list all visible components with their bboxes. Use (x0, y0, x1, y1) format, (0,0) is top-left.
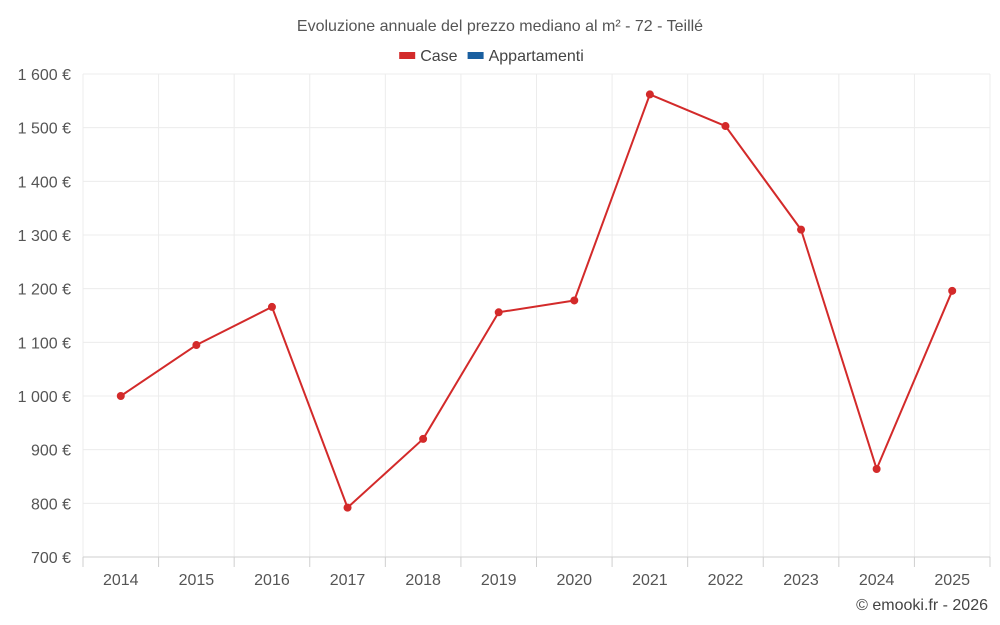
data-point[interactable] (721, 122, 730, 131)
x-tick-label: 2025 (934, 572, 970, 589)
legend: Case Appartamenti (399, 48, 584, 65)
y-tick-label: 700 € (31, 550, 71, 567)
legend-swatch (399, 52, 416, 59)
legend-label: Case (420, 48, 457, 65)
data-point[interactable] (494, 308, 503, 317)
series-layer (116, 90, 957, 512)
x-tick-label: 2016 (254, 572, 290, 589)
x-tick-label: 2024 (859, 572, 895, 589)
y-axis: 700 € 800 € 900 € 1 000 € 1 100 € 1 200 € 1 30… (18, 67, 71, 567)
y-tick-label: 1 200 € (18, 282, 71, 299)
data-point[interactable] (797, 225, 806, 234)
y-tick-label: 800 € (31, 496, 71, 513)
x-tick-label: 2019 (481, 572, 517, 589)
y-tick-label: 1 300 € (18, 228, 71, 245)
chart-title: Evoluzione annuale del prezzo mediano al… (297, 18, 703, 35)
data-point[interactable] (267, 302, 276, 311)
data-point[interactable] (116, 392, 125, 400)
x-tick-label: 2015 (179, 572, 215, 589)
x-tick-label: 2018 (405, 572, 441, 589)
gridlines (82, 73, 991, 557)
legend-item-case[interactable]: Case (399, 48, 458, 65)
legend-swatch (467, 52, 484, 59)
data-point[interactable] (570, 296, 579, 305)
series-line-case (120, 93, 954, 509)
x-tick-label: 2017 (330, 572, 366, 589)
y-tick-label: 1 600 € (18, 67, 71, 84)
y-tick-label: 900 € (31, 443, 71, 460)
data-point[interactable] (192, 341, 201, 350)
x-tick-label: 2023 (783, 572, 819, 589)
data-point[interactable] (419, 434, 428, 443)
copyright-footer: © emooki.fr - 2026 (856, 597, 988, 614)
data-point[interactable] (645, 90, 654, 99)
y-tick-label: 1 000 € (18, 389, 71, 406)
data-point[interactable] (948, 286, 957, 295)
x-tick-label: 2014 (103, 572, 139, 589)
y-tick-label: 1 100 € (18, 335, 71, 352)
legend-item-appartamenti[interactable]: Appartamenti (467, 48, 584, 65)
data-point[interactable] (343, 503, 352, 512)
y-tick-label: 1 400 € (18, 174, 71, 191)
legend-label: Appartamenti (489, 48, 584, 65)
x-tick-label: 2020 (556, 572, 592, 589)
x-axis: 2014 2015 2016 2017 2018 2019 2020 2021 2022 2023… (82, 556, 991, 589)
y-tick-label: 1 500 € (18, 121, 71, 138)
x-tick-label: 2021 (632, 572, 668, 589)
x-tick-label: 2022 (708, 572, 744, 589)
data-point[interactable] (872, 464, 881, 473)
